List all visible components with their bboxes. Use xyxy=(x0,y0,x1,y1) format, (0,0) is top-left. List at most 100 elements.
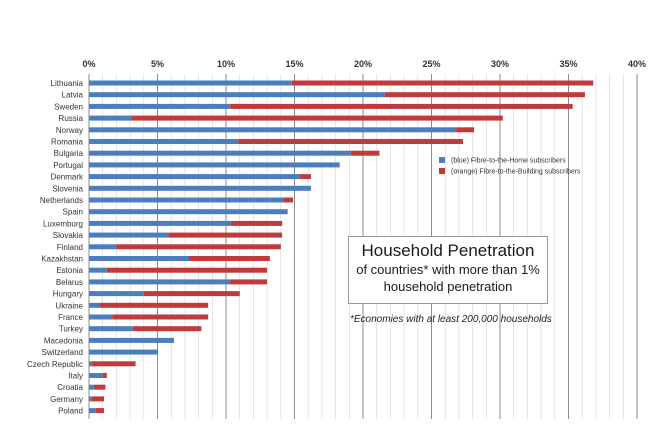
chart-title: Household Penetration xyxy=(361,241,535,260)
ftth-bar-segment xyxy=(89,220,232,226)
category-label: Portugal xyxy=(53,161,83,170)
fttb-bar-segment xyxy=(132,326,202,332)
x-tick-label: 30% xyxy=(491,59,509,69)
x-axis-tick-labels: 0% 5% 10% 15% 20% 25% 30% 35% 40% xyxy=(82,59,646,69)
fttb-bar-segment xyxy=(384,92,585,98)
category-label: Slovenia xyxy=(52,184,83,193)
category-label: Poland xyxy=(58,407,83,416)
category-label: Sweden xyxy=(54,102,83,111)
fttb-bar-segment xyxy=(94,384,106,390)
ftth-bar-segment xyxy=(89,326,133,332)
legend: (blue) Fibre-to-the-Home subscribers (ora… xyxy=(439,157,581,176)
category-label: Italy xyxy=(68,372,83,381)
category-label: Estonia xyxy=(56,266,83,275)
ftth-bar-segment xyxy=(89,103,231,109)
legend-swatch xyxy=(439,157,445,163)
category-label: Ukraine xyxy=(55,301,83,310)
ftth-bar-segment xyxy=(89,127,457,133)
fttb-bar-segment xyxy=(106,267,268,273)
fttb-bar-segment xyxy=(95,408,105,414)
ftth-bar-segment xyxy=(89,267,107,273)
fttb-bar-segment xyxy=(230,279,268,285)
category-label: Bulgaria xyxy=(54,149,84,158)
ftth-bar-segment xyxy=(89,162,340,168)
category-label: Macedonia xyxy=(44,336,84,345)
fttb-bar-segment xyxy=(102,373,107,378)
fttb-bar-segment xyxy=(143,291,240,297)
ftth-bar-segment xyxy=(89,256,190,261)
ftth-bar-segment xyxy=(89,139,239,144)
ftth-bar-segment xyxy=(89,115,132,121)
category-label: Kazakhstan xyxy=(41,255,83,264)
category-label: Latvia xyxy=(62,91,84,100)
category-label: Spain xyxy=(63,208,83,217)
category-label: Finland xyxy=(57,243,83,252)
fttb-bar-segment xyxy=(456,127,474,133)
ftth-bar-segment xyxy=(89,92,385,98)
chart-subtitle: of countries* with more than 1% househol… xyxy=(356,262,540,294)
fttb-bar-segment xyxy=(168,232,283,238)
category-label: Denmark xyxy=(51,173,84,182)
ftth-bar-segment xyxy=(89,150,351,156)
x-tick-label: 40% xyxy=(628,59,646,69)
ftth-bar-segment xyxy=(89,197,284,203)
bars xyxy=(89,80,594,414)
category-label: Netherlands xyxy=(40,196,83,205)
footnote: *Economies with at least 200,000 househo… xyxy=(350,314,552,325)
ftth-bar-segment xyxy=(89,314,113,320)
category-label: Belarus xyxy=(56,278,83,287)
fttb-bar-segment xyxy=(189,256,270,261)
ftth-bar-segment xyxy=(89,349,158,355)
ftth-bar-segment xyxy=(89,174,300,180)
category-label: Romania xyxy=(51,138,84,147)
legend-label: (blue) Fibre-to-the-Home subscribers xyxy=(451,158,566,165)
fttb-bar-segment xyxy=(112,314,209,320)
legend-label: (orange) Fibre-to-the-Building subscribe… xyxy=(451,169,581,176)
x-tick-label: 25% xyxy=(422,59,440,69)
ftth-bar-segment xyxy=(89,302,100,308)
ftth-bar-segment xyxy=(89,384,95,390)
x-tick-label: 35% xyxy=(559,59,577,69)
ftth-bar-segment xyxy=(89,337,174,343)
category-label: France xyxy=(58,313,83,322)
legend-swatch xyxy=(439,168,445,174)
fttb-bar-segment xyxy=(91,361,136,367)
fttb-bar-segment xyxy=(291,80,594,86)
category-label: Slovakia xyxy=(53,231,84,240)
category-label: Russia xyxy=(59,114,84,123)
ftth-bar-segment xyxy=(89,209,288,215)
ftth-bar-segment xyxy=(89,373,103,378)
x-tick-label: 0% xyxy=(82,59,95,69)
fttb-bar-segment xyxy=(230,103,573,109)
x-tick-label: 20% xyxy=(354,59,372,69)
category-label: Croatia xyxy=(57,383,83,392)
category-label: Hungary xyxy=(53,290,83,299)
fttb-bar-segment xyxy=(99,302,209,308)
category-labels: Lithuania Latvia Sweden Russia Norway Romania… xyxy=(27,79,84,416)
fttb-bar-segment xyxy=(116,244,281,250)
category-label: Luxemburg xyxy=(43,219,83,228)
category-label: Norway xyxy=(56,126,83,135)
x-tick-label: 10% xyxy=(217,59,235,69)
fttb-bar-segment xyxy=(299,174,311,180)
category-label: Lithuania xyxy=(51,79,84,88)
ftth-bar-segment xyxy=(89,396,92,402)
category-label: Switzerland xyxy=(42,348,83,357)
ftth-bar-segment xyxy=(89,279,231,285)
category-label: Germany xyxy=(50,395,83,404)
fttb-bar-segment xyxy=(91,396,105,402)
ftth-bar-segment xyxy=(89,291,144,297)
x-tick-label: 5% xyxy=(151,59,164,69)
fttb-bar-segment xyxy=(238,139,464,144)
title-box: Household Penetration of countries* with… xyxy=(348,236,548,304)
ftth-bar-segment xyxy=(89,232,169,238)
ftth-bar-segment xyxy=(89,185,311,191)
fttb-bar-segment xyxy=(283,197,294,203)
x-tick-label: 15% xyxy=(285,59,303,69)
ftth-bar-segment xyxy=(89,408,96,414)
ftth-bar-segment xyxy=(89,244,117,250)
ftth-bar-segment xyxy=(89,80,292,86)
ftth-bar-segment xyxy=(89,361,92,367)
fttb-bar-segment xyxy=(131,115,503,121)
